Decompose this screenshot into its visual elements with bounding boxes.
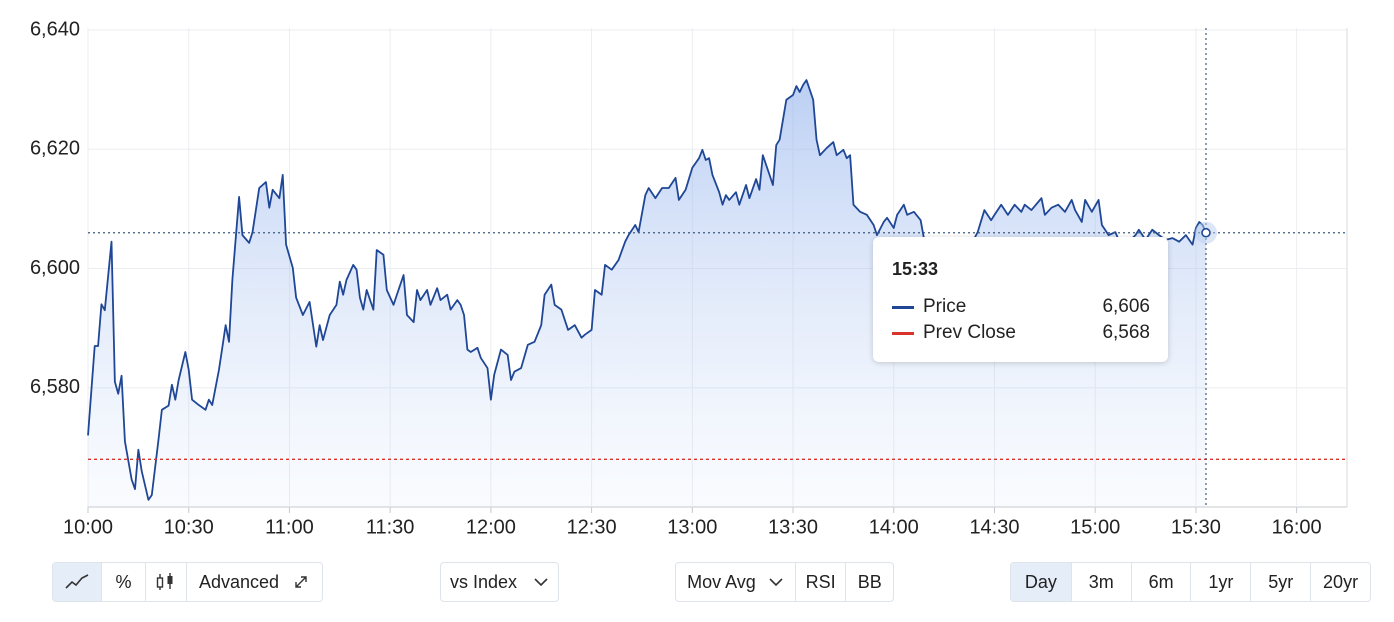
- indicator-group: Mov Avg RSI BB: [675, 562, 894, 602]
- mov-avg-dropdown[interactable]: Mov Avg: [676, 563, 795, 601]
- x-tick-label: 12:00: [466, 516, 516, 538]
- price-line: [87, 79, 1207, 501]
- candle-icon: [156, 573, 173, 590]
- bb-button[interactable]: BB: [845, 563, 893, 601]
- tooltip-row: Prev Close 6,568: [892, 322, 1150, 344]
- legend-label: Price: [923, 296, 967, 317]
- compare-label: vs Index: [449, 571, 518, 592]
- tooltip-value: 6,606: [1102, 296, 1150, 317]
- candle-button[interactable]: [145, 563, 186, 601]
- tooltip: 15:33 Price 6,606 Prev Close 6,568: [873, 237, 1168, 362]
- tooltip-value: 6,568: [1102, 322, 1150, 343]
- percent-button[interactable]: %: [100, 563, 146, 601]
- x-tick-label: 13:30: [768, 516, 818, 538]
- chevron-icon: [534, 578, 548, 587]
- legend-swatch: [892, 332, 914, 335]
- x-tick-label: 14:00: [869, 516, 919, 538]
- range-button[interactable]: 5yr: [1250, 563, 1310, 601]
- x-tick-label: 11:00: [265, 516, 314, 538]
- y-tick-label: 6,640: [30, 18, 80, 40]
- x-tick-label: 11:30: [366, 516, 415, 538]
- legend-label: Prev Close: [923, 322, 1016, 343]
- y-tick-label: 6,580: [30, 376, 80, 398]
- price-area: [88, 80, 1206, 507]
- chart-type-group: % Advanced: [52, 562, 323, 602]
- x-tick-label: 14:30: [969, 516, 1019, 538]
- range-button[interactable]: Day: [1011, 563, 1071, 601]
- rsi-button[interactable]: RSI: [794, 563, 846, 601]
- range-button[interactable]: 20yr: [1310, 563, 1370, 601]
- x-tick-label: 15:30: [1171, 516, 1221, 538]
- indicator-label: Mov Avg: [687, 571, 756, 592]
- hover-point: [1201, 227, 1211, 238]
- compare-group: vs Index: [440, 562, 559, 602]
- tooltip-time: 15:33: [892, 259, 939, 279]
- advanced-button[interactable]: Advanced: [185, 563, 322, 601]
- range-group: Day 3m 6m 1yr 5yr 20yr: [1010, 562, 1371, 602]
- x-tick-label: 16:00: [1272, 516, 1322, 538]
- x-tick-label: 10:30: [164, 516, 214, 538]
- y-tick-label: 6,620: [30, 138, 80, 160]
- line-chart-button[interactable]: [53, 563, 101, 601]
- range-button[interactable]: 6m: [1130, 563, 1191, 601]
- range-button[interactable]: 1yr: [1190, 563, 1250, 601]
- compare-dropdown[interactable]: vs Index: [441, 563, 558, 601]
- range-button[interactable]: 3m: [1070, 563, 1131, 601]
- x-tick-label: 15:00: [1070, 516, 1120, 538]
- advanced-label: Advanced: [198, 571, 280, 592]
- expand-icon: [295, 576, 307, 588]
- y-tick-label: 6,600: [30, 257, 80, 279]
- tooltip-row: Price 6,606: [892, 296, 1150, 318]
- chevron-icon: [769, 578, 783, 587]
- legend-swatch: [892, 306, 914, 309]
- x-tick-label: 10:00: [63, 516, 113, 538]
- line-icon: [65, 574, 89, 589]
- x-tick-label: 12:30: [567, 516, 617, 538]
- x-tick-label: 13:00: [667, 516, 717, 538]
- chart: 6,580 6,600 6,620 6,640 10:00 10:30 11:00 11:30…: [30, 18, 1348, 538]
